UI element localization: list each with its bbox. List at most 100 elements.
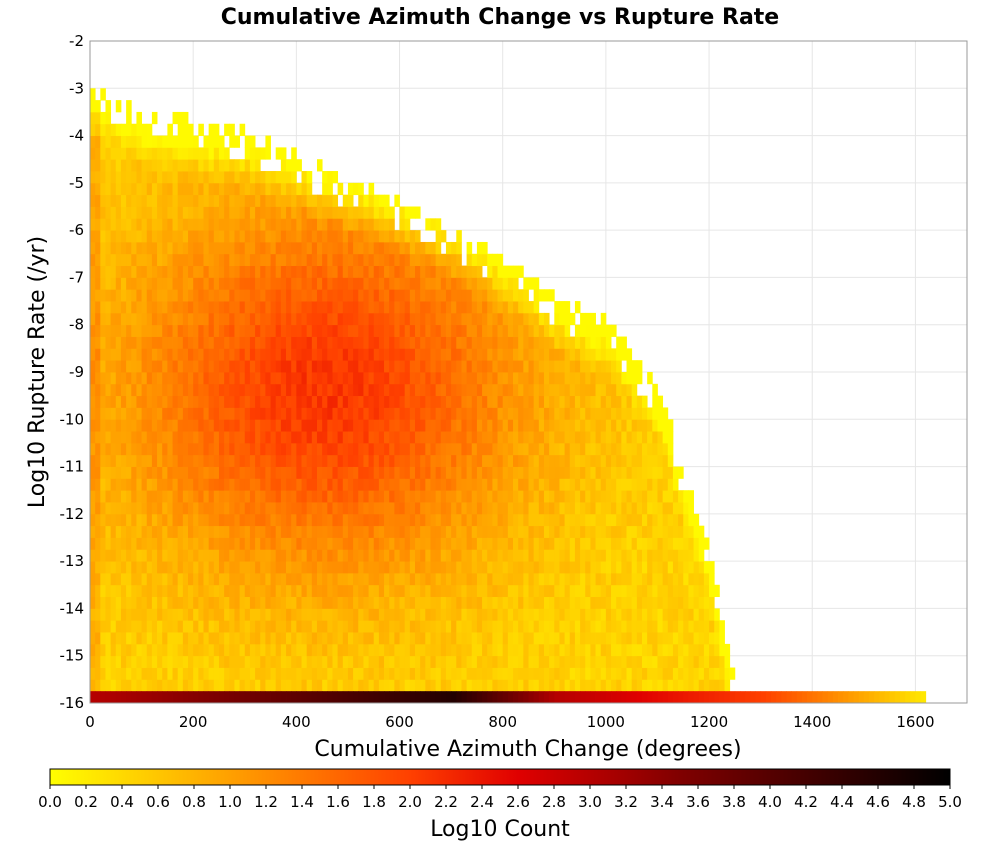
heatmap-cell <box>549 549 555 562</box>
heatmap-cell <box>461 301 467 314</box>
heatmap-cell <box>672 513 679 527</box>
heatmap-cell <box>95 679 101 692</box>
heatmap-cell <box>115 407 122 420</box>
heatmap-cell <box>621 490 627 503</box>
heatmap-cell <box>306 360 313 373</box>
heatmap-cell <box>151 135 158 148</box>
heatmap-cell <box>126 596 132 609</box>
heatmap-cell <box>672 478 679 491</box>
heatmap-cell <box>399 584 406 598</box>
heatmap-cell <box>502 490 509 503</box>
heatmap-cell <box>507 312 514 326</box>
heatmap-cell <box>368 502 375 515</box>
heatmap-cell <box>647 442 653 456</box>
heatmap-cell <box>394 513 400 527</box>
heatmap-cell <box>384 194 390 207</box>
heatmap-cell <box>368 301 375 314</box>
heatmap-cell <box>482 454 488 467</box>
heatmap-cell <box>523 289 529 302</box>
heatmap-cell <box>507 667 514 680</box>
heatmap-cell <box>384 679 390 692</box>
heatmap-cell <box>492 395 498 408</box>
heatmap-cell <box>513 513 519 527</box>
heatmap-cell <box>249 596 256 609</box>
heatmap-cell <box>260 431 266 444</box>
heatmap-cell <box>461 643 467 657</box>
heatmap-cell <box>605 502 612 515</box>
heatmap-cell <box>652 620 658 633</box>
heatmap-cell <box>270 301 277 314</box>
heatmap-cell <box>100 549 106 562</box>
heatmap-cell <box>430 584 437 598</box>
heatmap-cell <box>203 159 210 172</box>
heatmap-cell <box>255 159 261 172</box>
heatmap-cell <box>208 206 215 219</box>
heatmap-cell <box>533 525 540 538</box>
heatmap-cell <box>234 419 241 432</box>
heatmap-cell <box>435 301 442 314</box>
heatmap-cell <box>296 549 302 562</box>
heatmap-cell <box>538 620 545 633</box>
heatmap-cell <box>389 679 395 692</box>
heatmap-cell <box>291 395 297 408</box>
heatmap-cell <box>425 513 431 527</box>
heatmap-cell <box>394 442 400 456</box>
heatmap-cell <box>306 525 313 538</box>
heatmap-cell <box>574 667 581 680</box>
heatmap-cell <box>316 691 323 704</box>
heatmap-cell <box>600 643 607 657</box>
heatmap-cell <box>120 360 127 373</box>
heatmap-cell <box>476 289 483 302</box>
heatmap-cell <box>213 206 220 219</box>
heatmap-cell <box>270 454 277 467</box>
heatmap-cell <box>430 277 437 290</box>
heatmap-cell <box>249 135 256 148</box>
heatmap-cell <box>497 383 504 397</box>
heatmap-cell <box>543 490 550 503</box>
heatmap-cell <box>440 632 447 645</box>
heatmap-cell <box>260 572 266 586</box>
heatmap-cell <box>105 667 112 680</box>
heatmap-cell <box>621 419 627 432</box>
heatmap-cell <box>146 395 153 408</box>
heatmap-cell <box>420 572 426 586</box>
heatmap-cell <box>157 442 163 456</box>
heatmap-cell <box>120 525 127 538</box>
heatmap-cell <box>740 691 746 704</box>
heatmap-cell <box>523 525 529 538</box>
heatmap-cell <box>647 525 653 538</box>
heatmap-cell <box>167 147 173 160</box>
heatmap-cell <box>193 336 199 349</box>
heatmap-cell <box>141 218 148 231</box>
heatmap-cell <box>482 324 488 337</box>
heatmap-cell <box>404 454 411 467</box>
heatmap-cell <box>471 584 478 598</box>
heatmap-cell <box>90 182 96 196</box>
heatmap-cell <box>177 253 184 267</box>
y-tick-label: -15 <box>60 647 85 665</box>
heatmap-cell <box>162 679 168 692</box>
heatmap-cell <box>110 513 117 527</box>
heatmap-cell <box>332 194 339 207</box>
heatmap-cell <box>224 691 230 704</box>
heatmap-cell <box>136 360 142 373</box>
heatmap-cell <box>714 643 720 657</box>
heatmap-cell <box>368 383 375 397</box>
heatmap-cell <box>162 241 168 255</box>
heatmap-cell <box>327 596 333 609</box>
heatmap-cell <box>172 407 179 420</box>
heatmap-cell <box>95 691 101 704</box>
heatmap-cell <box>224 419 230 432</box>
heatmap-cell <box>549 655 555 668</box>
heatmap-cell <box>585 360 591 373</box>
heatmap-cell <box>167 513 173 527</box>
heatmap-cell <box>234 596 241 609</box>
heatmap-cell <box>580 691 586 704</box>
heatmap-cell <box>430 561 437 574</box>
heatmap-cell <box>126 655 132 668</box>
heatmap-cell <box>652 431 658 444</box>
heatmap-cell <box>399 537 406 550</box>
heatmap-cell <box>693 596 700 609</box>
heatmap-cell <box>513 419 519 432</box>
heatmap-cell <box>146 206 153 219</box>
